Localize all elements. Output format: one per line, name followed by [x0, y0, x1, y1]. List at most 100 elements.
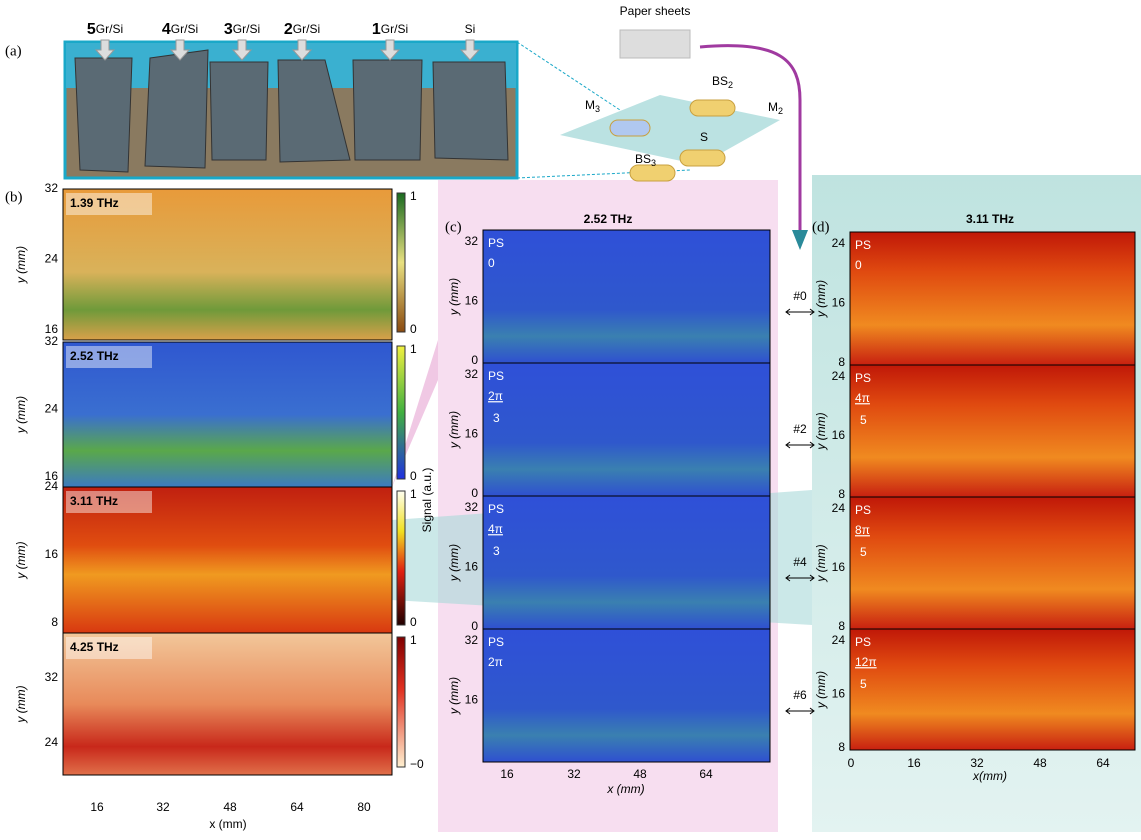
colorbar-title: Signal (a.u.)	[420, 468, 434, 533]
heatmap	[850, 497, 1135, 629]
colorbar	[397, 193, 405, 332]
heatmap	[483, 230, 770, 363]
sample-number: 3	[224, 21, 233, 38]
optic-base: M	[768, 100, 778, 114]
panel-label: (c)	[445, 219, 462, 235]
ps-num: 12π	[855, 655, 877, 669]
freq-label: 4.25 THz	[70, 640, 119, 654]
optic-sub: 3	[651, 158, 656, 168]
sample-tag: #2	[793, 422, 807, 436]
ps-num: 8π	[855, 523, 870, 537]
y-tick-label: 16	[832, 560, 846, 574]
optic-label: M2	[768, 100, 783, 116]
ps-label: PS	[488, 502, 504, 516]
y-tick-label: 16	[45, 547, 59, 561]
y-tick-label: 32	[465, 633, 479, 647]
double-arrow	[786, 442, 814, 448]
colorbar	[397, 491, 405, 625]
sample-tag: #4	[793, 555, 807, 569]
sample-label: 5Gr/Si	[87, 21, 123, 38]
colorbar-tick: 1	[410, 189, 417, 203]
sample-text: Gr/Si	[96, 22, 123, 36]
colorbar-tick: 0	[410, 469, 417, 483]
sample-tag: #6	[793, 688, 807, 702]
sample-text: Gr/Si	[381, 22, 408, 36]
x-axis-label: x(mm)	[972, 769, 1007, 783]
y-tick-label: 0	[471, 353, 478, 367]
y-tick-label: 16	[832, 428, 846, 442]
arrow-head	[792, 230, 808, 250]
y-tick-label: 16	[465, 560, 479, 574]
y-tick-label: 32	[465, 234, 479, 248]
sample-text: Si	[465, 22, 476, 36]
optic-sub: 2	[728, 80, 733, 90]
y-tick-label: 16	[832, 296, 846, 310]
paper-label: Paper sheets	[620, 4, 691, 18]
panel-label: (b)	[5, 189, 23, 205]
panel-title: 2.52 THz	[584, 212, 633, 226]
x-tick-label: 48	[223, 800, 237, 814]
ps-label: PS	[488, 236, 504, 250]
heatmap	[850, 629, 1135, 750]
sample-text: Gr/Si	[171, 22, 198, 36]
ps-label: PS	[855, 371, 871, 385]
freq-label: 2.52 THz	[70, 349, 119, 363]
y-tick-label: 24	[832, 369, 846, 383]
ps-num: 0	[855, 258, 862, 272]
y-axis-label: y (mm)	[14, 541, 28, 579]
x-tick-label: 32	[567, 767, 581, 781]
optic-sub: 3	[595, 104, 600, 114]
y-tick-label: 0	[471, 619, 478, 633]
optic-base: M	[585, 98, 595, 112]
ps-label: PS	[488, 369, 504, 383]
ps-num: 0	[488, 256, 495, 270]
ps-num: 4π	[855, 391, 870, 405]
y-tick-label: 8	[838, 355, 845, 369]
colorbar-tick: 0	[410, 615, 417, 629]
x-axis-label: x (mm)	[209, 817, 246, 831]
y-axis-label: y (mm)	[447, 278, 461, 316]
ps-den: 5	[860, 545, 867, 559]
optic-label: BS2	[712, 74, 733, 90]
ps-label: PS	[855, 503, 871, 517]
ps-num: 2π	[488, 655, 503, 669]
x-tick-label: 48	[1033, 756, 1047, 770]
optic-base: BS	[712, 74, 728, 88]
y-tick-label: 16	[832, 687, 846, 701]
ps-label: PS	[855, 238, 871, 252]
y-axis-label: y (mm)	[814, 671, 828, 709]
ps-den: 5	[860, 677, 867, 691]
optic-base: S	[700, 130, 708, 144]
y-tick-label: 24	[45, 402, 59, 416]
colorbar-tick: 1	[410, 342, 417, 356]
panel-title: 3.11 THz	[966, 212, 1014, 226]
freq-label: 1.39 THz	[70, 196, 119, 210]
x-axis-label: x (mm)	[606, 782, 644, 796]
y-tick-label: 24	[832, 501, 846, 515]
ps-label: PS	[855, 635, 871, 649]
heatmap	[483, 363, 770, 496]
y-tick-label: 24	[45, 252, 59, 266]
sample-number: 5	[87, 21, 96, 38]
x-tick-label: 48	[633, 767, 647, 781]
sample-label: Si	[465, 22, 476, 36]
colorbar-tick: −0	[410, 757, 424, 771]
figure: (a)5Gr/Si4Gr/Si3Gr/Si2Gr/Si1Gr/SiSiPaper…	[0, 0, 1141, 835]
sample-number: 2	[284, 21, 293, 38]
y-tick-label: 8	[838, 740, 845, 754]
y-tick-label: 8	[51, 615, 58, 629]
y-axis-label: y (mm)	[814, 280, 828, 318]
heatmap	[483, 629, 770, 762]
colorbar-tick: 0	[410, 322, 417, 336]
sample-label: 4Gr/Si	[162, 21, 198, 38]
y-axis-label: y (mm)	[14, 246, 28, 284]
optic-sub: 2	[778, 106, 783, 116]
ps-num: 2π	[488, 389, 503, 403]
y-tick-label: 0	[471, 486, 478, 500]
optic-label: S	[700, 130, 708, 144]
y-tick-label: 8	[838, 619, 845, 633]
y-tick-label: 24	[832, 633, 846, 647]
y-axis-label: y (mm)	[447, 677, 461, 715]
sample-label: 3Gr/Si	[224, 21, 260, 38]
y-axis-label: y (mm)	[814, 544, 828, 582]
